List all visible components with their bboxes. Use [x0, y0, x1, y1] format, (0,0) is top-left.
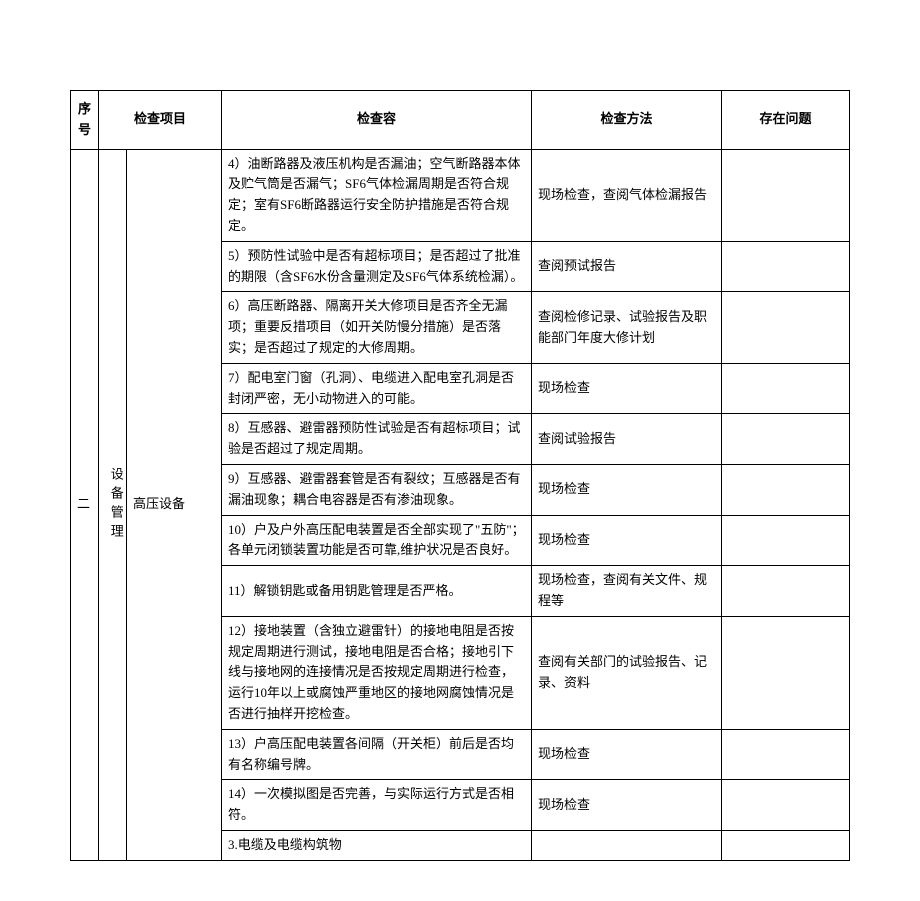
issue-cell — [722, 464, 850, 515]
issue-cell — [722, 780, 850, 831]
content-cell: 11）解锁钥匙或备用钥匙管理是否严格。 — [222, 566, 532, 617]
issue-cell — [722, 515, 850, 566]
issue-cell — [722, 729, 850, 780]
issue-cell — [722, 292, 850, 363]
content-cell: 5）预防性试验中是否有超标项目；是否超过了批准的期限（含SF6水份含量测定及SF… — [222, 241, 532, 292]
issue-cell — [722, 566, 850, 617]
method-cell: 现场检查 — [532, 729, 722, 780]
header-issue: 存在问题 — [722, 91, 850, 150]
method-cell: 查阅预试报告 — [532, 241, 722, 292]
header-project: 检查项目 — [99, 91, 222, 150]
seq-cell: 二 — [71, 149, 99, 860]
inspection-table: 序号 检查项目 检查容 检查方法 存在问题 二 设备管理 高压设备 4）油断路器… — [70, 90, 850, 861]
content-cell: 13）户高压配电装置各间隔（开关柜）前后是否均有名称编号牌。 — [222, 729, 532, 780]
content-cell: 10）户及户外高压配电装置是否全部实现了"五防"；各单元闭锁装置功能是否可靠,维… — [222, 515, 532, 566]
issue-cell — [722, 414, 850, 465]
method-cell: 查阅有关部门的试验报告、记录、资料 — [532, 616, 722, 729]
content-cell: 7）配电室门窗（孔洞）、电缆进入配电室孔洞是否封闭严密，无小动物进入的可能。 — [222, 363, 532, 414]
issue-cell — [722, 616, 850, 729]
content-cell: 8）互感器、避雷器预防性试验是否有超标项目；试验是否超过了规定周期。 — [222, 414, 532, 465]
content-cell: 3.电缆及电缆构筑物 — [222, 830, 532, 860]
item-cell: 高压设备 — [127, 149, 222, 860]
issue-cell — [722, 241, 850, 292]
category-cell: 设备管理 — [99, 149, 127, 860]
method-cell: 现场检查 — [532, 363, 722, 414]
issue-cell — [722, 830, 850, 860]
method-cell: 现场检查，查阅气体检漏报告 — [532, 149, 722, 241]
method-cell: 查阅检修记录、试验报告及职能部门年度大修计划 — [532, 292, 722, 363]
content-cell: 12）接地装置（含独立避雷针）的接地电阻是否按规定周期进行测试，接地电阻是否合格… — [222, 616, 532, 729]
header-seq: 序号 — [71, 91, 99, 150]
method-cell — [532, 830, 722, 860]
method-cell: 现场检查 — [532, 515, 722, 566]
method-cell: 现场检查，查阅有关文件、规程等 — [532, 566, 722, 617]
content-cell: 9）互感器、避雷器套管是否有裂纹；互感器是否有漏油现象；耦合电容器是否有渗油现象… — [222, 464, 532, 515]
method-cell: 现场检查 — [532, 780, 722, 831]
header-content: 检查容 — [222, 91, 532, 150]
method-cell: 查阅试验报告 — [532, 414, 722, 465]
content-cell: 14）一次模拟图是否完善，与实际运行方式是否相符。 — [222, 780, 532, 831]
header-method: 检查方法 — [532, 91, 722, 150]
category-label: 设备管理 — [105, 467, 126, 543]
seq-number: 二 — [77, 494, 92, 515]
content-cell: 6）高压断路器、隔离开关大修项目是否齐全无漏项；重要反措项目（如开关防慢分措施）… — [222, 292, 532, 363]
issue-cell — [722, 149, 850, 241]
content-cell: 4）油断路器及液压机构是否漏油；空气断路器本体及贮气筒是否漏气；SF6气体检漏周… — [222, 149, 532, 241]
issue-cell — [722, 363, 850, 414]
method-cell: 现场检查 — [532, 464, 722, 515]
